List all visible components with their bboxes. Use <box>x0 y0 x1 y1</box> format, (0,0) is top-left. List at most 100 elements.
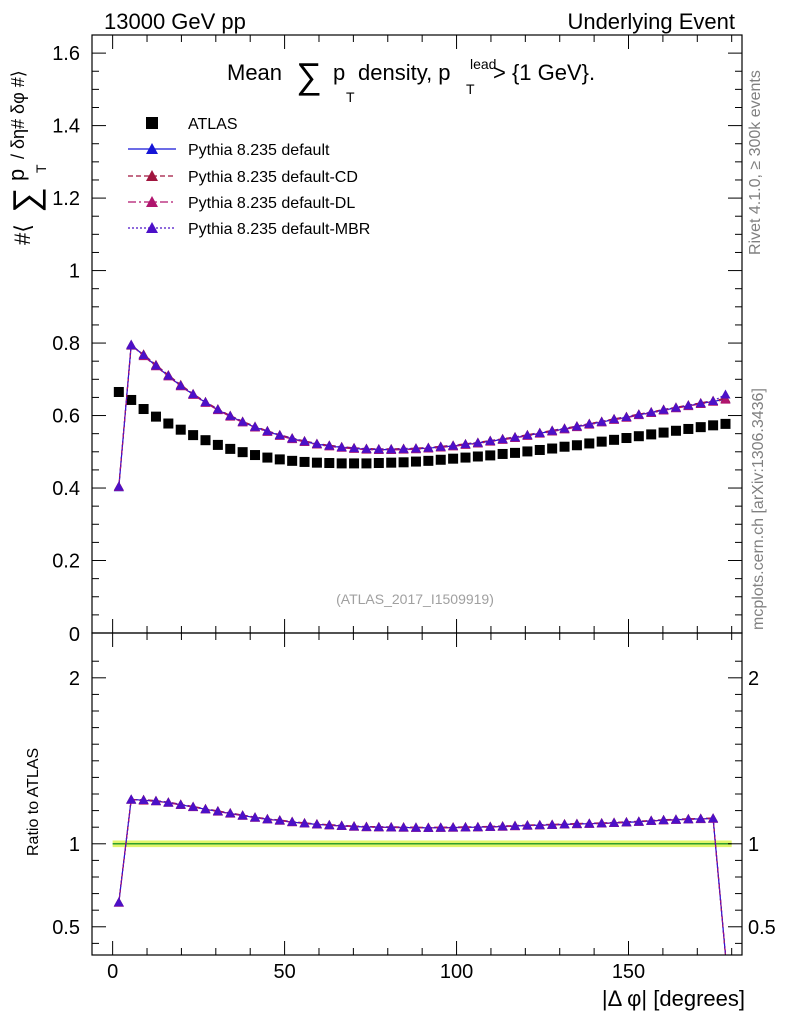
mc-data-point <box>510 432 521 442</box>
atlas-data-point <box>373 458 384 469</box>
ratio-data-point <box>311 819 322 829</box>
upper-y-axis-label: #⟨ ∑ p T / δη# δφ #⟩ <box>4 70 49 245</box>
atlas-data-point <box>485 450 496 461</box>
atlas-data-point <box>534 444 545 455</box>
legend-marker-mbr <box>146 222 158 233</box>
mc-data-point <box>311 438 322 448</box>
ratio-data-point <box>435 822 446 832</box>
lower-axis-ticks <box>92 633 742 955</box>
mc-data-point <box>175 380 186 390</box>
mc-data-point <box>534 427 545 437</box>
ratio-data-point <box>510 820 521 830</box>
atlas-data-point <box>250 450 261 461</box>
ratio-data-point <box>237 810 248 820</box>
atlas-data-point <box>621 433 632 444</box>
ratio-data-point <box>361 821 372 831</box>
ratio-data-point <box>138 794 149 804</box>
mc-data-point <box>609 414 620 424</box>
mc-data-point <box>126 340 137 350</box>
y-tick-label-zero: 0 <box>69 624 80 646</box>
ratio-data-point <box>596 818 607 828</box>
ratio-data-point <box>386 822 397 832</box>
y-tick-label: 1 <box>69 261 80 283</box>
title-T-subscript-2: T <box>466 81 475 97</box>
mc-data-point <box>423 442 434 452</box>
atlas-data-point <box>658 427 669 438</box>
atlas-data-point <box>571 440 582 451</box>
mc-data-point <box>212 404 223 414</box>
mc-data-point <box>720 389 731 399</box>
atlas-data-point <box>175 424 186 435</box>
ratio-data-point <box>299 818 310 828</box>
ratio-data-point <box>423 822 434 832</box>
upper-axis-ticks <box>92 35 742 634</box>
lower-data-layer <box>113 794 727 956</box>
mc-data-point <box>225 410 236 420</box>
y-tick-label: 1.6 <box>52 43 80 65</box>
x-tick-label: 0 <box>107 961 118 983</box>
ylabel-p: p <box>4 169 29 181</box>
lower-y-axis-label: Ratio to ATLAS <box>25 748 42 856</box>
ratio-series-line <box>118 799 727 956</box>
atlas-data-point <box>274 454 285 465</box>
mc-data-point <box>163 370 174 380</box>
upper-y-tick-labels: 0.2 0.4 0.6 0.8 1 1.2 1.4 1.6 0 <box>52 43 80 646</box>
ratio-y-tick-label-left: 2 <box>69 668 80 690</box>
mc-data-point <box>683 400 694 410</box>
ylabel-open: #⟨ <box>10 224 35 245</box>
ratio-data-point <box>547 819 558 829</box>
ratio-data-point <box>571 818 582 828</box>
mc-data-point <box>633 409 644 419</box>
title-lead-superscript: lead <box>470 56 496 72</box>
ylabel-sum-symbol: ∑ <box>5 187 46 213</box>
ratio-y-tick-label-left: 0.5 <box>52 917 80 939</box>
mc-data-point <box>237 416 248 426</box>
title-sum-symbol: ∑ <box>296 55 322 96</box>
ratio-data-point <box>472 822 483 832</box>
legend: ATLAS Pythia 8.235 default Pythia 8.235 … <box>128 116 370 238</box>
ratio-data-point <box>633 816 644 826</box>
mc-data-point <box>670 402 681 412</box>
mc-data-point <box>398 443 409 453</box>
y-tick-label: 0.4 <box>52 478 80 500</box>
atlas-data-point <box>683 423 694 434</box>
ratio-data-point <box>485 821 496 831</box>
atlas-data-point <box>163 418 174 429</box>
mc-data-point <box>547 425 558 435</box>
mc-series-line <box>118 343 726 487</box>
ratio-data-point <box>460 822 471 832</box>
mc-data-point <box>150 360 161 370</box>
mc-data-point <box>361 443 372 453</box>
header-right: Underlying Event <box>567 9 735 34</box>
legend-label-atlas: ATLAS <box>188 116 238 133</box>
atlas-data-point <box>522 446 533 457</box>
atlas-data-point <box>423 455 434 466</box>
mc-data-point <box>695 398 706 408</box>
atlas-data-point <box>311 457 322 468</box>
mc-data-point <box>349 443 360 453</box>
mc-data-point <box>485 435 496 445</box>
mc-data-point <box>324 440 335 450</box>
atlas-data-point <box>720 418 731 429</box>
atlas-data-point <box>299 456 310 467</box>
legend-marker-default <box>146 143 158 154</box>
atlas-data-point <box>472 451 483 462</box>
atlas-data-point <box>212 439 223 450</box>
ratio-data-point <box>150 795 161 805</box>
rivet-version-label: Rivet 4.1.0, ≥ 300k events <box>747 70 764 255</box>
ratio-band-layer <box>112 840 732 848</box>
atlas-data-point <box>188 430 199 441</box>
atlas-data-point <box>361 458 372 469</box>
legend-marker-atlas <box>146 117 158 129</box>
y-tick-label: 1.4 <box>52 116 80 138</box>
x-tick-label: 50 <box>273 961 295 983</box>
atlas-data-point <box>497 448 508 459</box>
atlas-data-point <box>609 434 620 445</box>
mc-data-point <box>373 444 384 454</box>
atlas-data-point <box>435 454 446 465</box>
ratio-data-point <box>646 815 657 825</box>
mc-data-point <box>646 407 657 417</box>
atlas-data-point <box>596 436 607 447</box>
ratio-data-point <box>126 794 137 804</box>
x-tick-label: 100 <box>440 961 473 983</box>
